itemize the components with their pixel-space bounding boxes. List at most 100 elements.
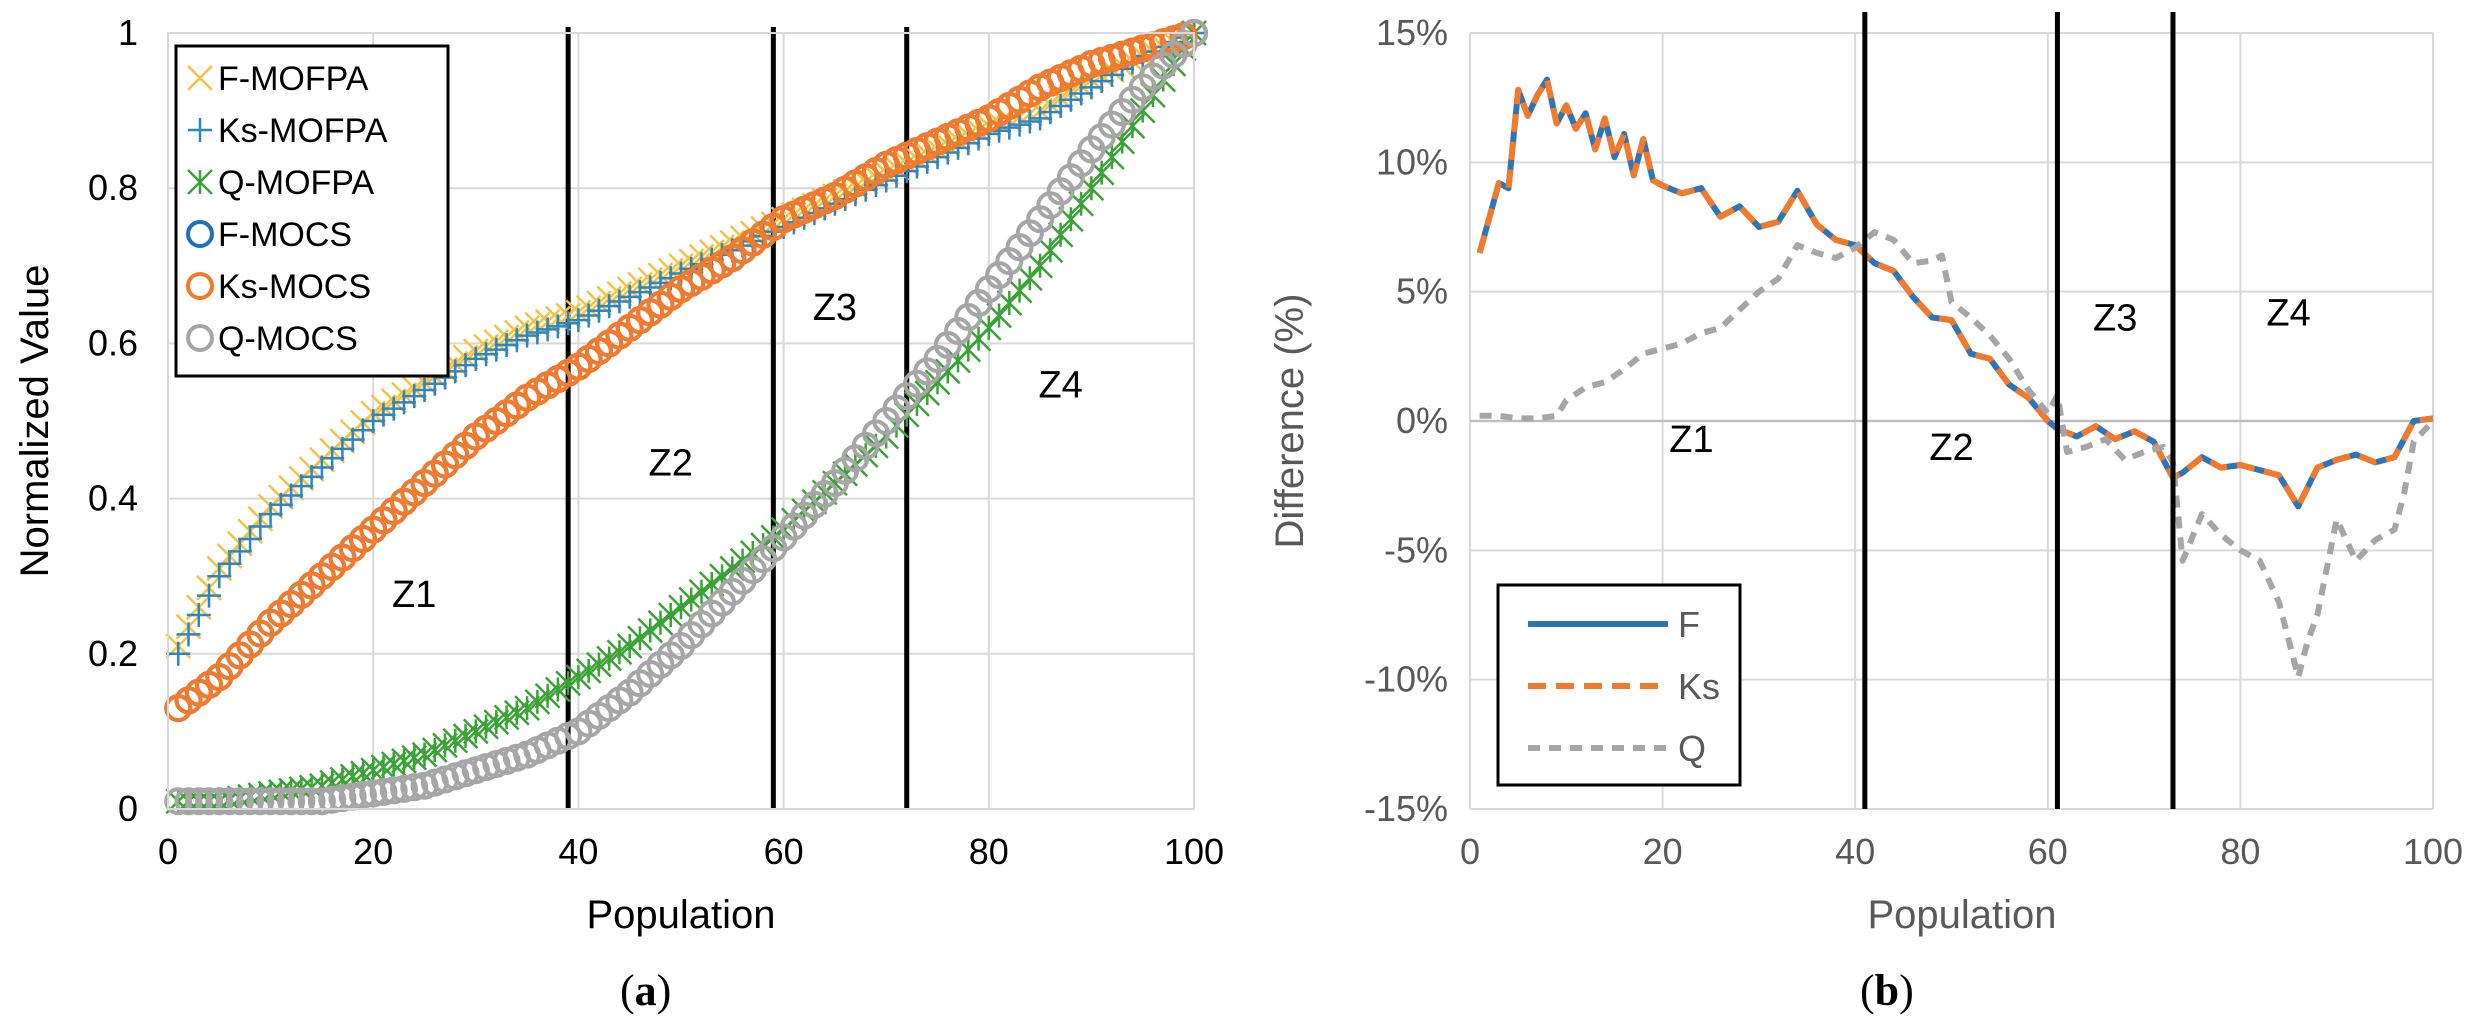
panel-b-series-q-line <box>1479 229 2436 681</box>
panel-a-x-tick-label: 0 <box>158 831 178 872</box>
panel-a-series <box>164 19 1208 816</box>
panel-a-marker <box>627 280 652 305</box>
panel-a-marker <box>1079 75 1104 100</box>
panel-a-marker <box>1058 87 1083 112</box>
panel-a-legend-item: Q-MOFPA <box>187 164 374 202</box>
panel-a-marker <box>463 346 488 371</box>
panel-a-marker <box>493 704 520 731</box>
panel-a-legend-label: Ks-MOFPA <box>218 112 388 150</box>
panel-a-marker <box>1027 252 1053 279</box>
panel-a-marker <box>607 289 632 314</box>
panel-a-marker <box>279 483 304 508</box>
panel-a-x-tick-label: 20 <box>353 831 393 872</box>
panel-a-marker <box>256 787 285 816</box>
panel-b-y-tick-label: -10% <box>1364 659 1448 700</box>
panel-a-marker <box>238 526 263 551</box>
panel-a-marker <box>504 328 529 353</box>
panel-a-marker <box>289 474 314 499</box>
panel-a-marker <box>164 787 193 816</box>
panel-a-marker <box>586 298 611 323</box>
panel-a-zone-label: Z3 <box>813 287 857 329</box>
panel-b-legend-label: F <box>1678 604 1700 645</box>
panel-b-x-tick-label: 40 <box>1835 831 1875 872</box>
panel-a-legend-item: F-MOCS <box>186 216 352 254</box>
panel-a-marker <box>515 323 540 348</box>
panel-a-y-ticks: 0 0.2 0.4 0.6 0.8 1 <box>88 12 138 829</box>
panel-b-y-tick-label: -5% <box>1384 529 1448 570</box>
panel-a-legend-marker <box>187 65 213 91</box>
panel-a-marker <box>184 787 213 816</box>
panel-a-marker <box>617 284 642 309</box>
panel-a-marker <box>473 713 499 740</box>
panel-a-marker <box>597 294 622 319</box>
panel-a-legend-marker <box>186 324 214 352</box>
panel-b-zone-label: Z4 <box>2266 292 2310 334</box>
panel-a-series-ks-mofpa <box>166 21 1206 666</box>
panel-a-zone-labels: Z1 Z2 Z3 Z4 <box>392 287 1083 616</box>
panel-a-marker <box>462 718 489 745</box>
panel-a-y-axis-label: Normalized Value <box>13 265 57 578</box>
panel-a-y-tick-label: 0.8 <box>88 167 138 208</box>
panel-a-marker <box>391 390 416 415</box>
panel-a-y-tick-label: 0.2 <box>88 633 138 674</box>
panel-a-marker <box>442 727 469 754</box>
panel-b-y-tick-label: 15% <box>1376 12 1448 53</box>
panel-b-y-tick-label: 0% <box>1396 400 1448 441</box>
panel-b-x-axis-label: Population <box>1867 893 2056 937</box>
panel-b-legend-label: Q <box>1678 728 1706 769</box>
panel-a-marker <box>616 633 643 659</box>
panel-a-marker <box>566 308 591 333</box>
panel-a-legend-box <box>174 44 450 378</box>
panel-a-marker <box>627 625 653 652</box>
panel-a-marker <box>266 787 295 816</box>
panel-a-legend-label: Q-MOCS <box>218 320 358 358</box>
panel-b-x-ticks: 0 20 40 60 80 100 <box>1460 831 2463 872</box>
panel-a-marker <box>1028 106 1053 131</box>
panel-a-marker <box>637 617 664 644</box>
panel-a-marker <box>166 641 191 666</box>
panel-a-marker <box>1048 93 1073 118</box>
panel-a-marker <box>287 787 316 816</box>
panel-a-marker <box>525 320 550 345</box>
panel-b-y-tick-label: 10% <box>1376 141 1448 182</box>
panel-a-marker <box>402 384 427 409</box>
panel-b-zone-lines <box>1862 12 2176 809</box>
panel-b-legend-item: F <box>1528 604 1700 645</box>
panel-a-marker <box>1069 81 1094 106</box>
panel-a-legend-marker <box>188 118 212 142</box>
panel-a: 0 0.2 0.4 0.6 0.8 1 0 20 40 60 80 100 Z1 Z2 Z3 Z4 Pop… <box>13 12 1224 1015</box>
panel-a-marker <box>309 455 334 480</box>
panel-a-marker <box>1047 221 1074 248</box>
panel-a-marker <box>421 737 448 763</box>
panel-a-caption: (a) <box>620 966 671 1015</box>
panel-a-marker <box>1016 265 1043 292</box>
panel-a-marker <box>657 602 684 628</box>
panel-a-marker <box>215 787 244 816</box>
panel-a-marker <box>556 311 581 336</box>
panel-b-caption: (b) <box>1860 966 1914 1015</box>
panel-a-marker <box>545 314 570 339</box>
panel-b-zone-label: Z2 <box>1929 427 1973 469</box>
panel-a-marker <box>647 609 674 636</box>
panel-a-marker <box>227 539 252 564</box>
panel-a-marker <box>1037 237 1064 264</box>
panel-a-marker <box>299 464 324 489</box>
panel-a-marker <box>483 709 510 735</box>
panel-a-series-q-mocs <box>164 19 1208 816</box>
panel-a-marker <box>371 402 396 427</box>
panel-b-caption-letter: b <box>1875 966 1899 1015</box>
panel-a-legend-marker <box>187 169 213 195</box>
panel-a-zone-label: Z1 <box>392 574 436 616</box>
svg-text:(b): (b) <box>1860 966 1914 1015</box>
panel-a-marker <box>277 787 306 816</box>
panel-a-zone-label: Z2 <box>649 442 693 484</box>
panel-a-legend-item: F-MOFPA <box>187 60 369 98</box>
panel-b-x-tick-label: 80 <box>2220 831 2260 872</box>
panel-b-zone-label: Z1 <box>1669 419 1713 461</box>
panel-a-y-tick-label: 1 <box>118 12 138 53</box>
panel-a-marker <box>453 353 478 378</box>
panel-a-marker <box>1007 112 1032 137</box>
panel-a-marker <box>197 583 222 608</box>
panel-a-marker <box>350 418 375 443</box>
